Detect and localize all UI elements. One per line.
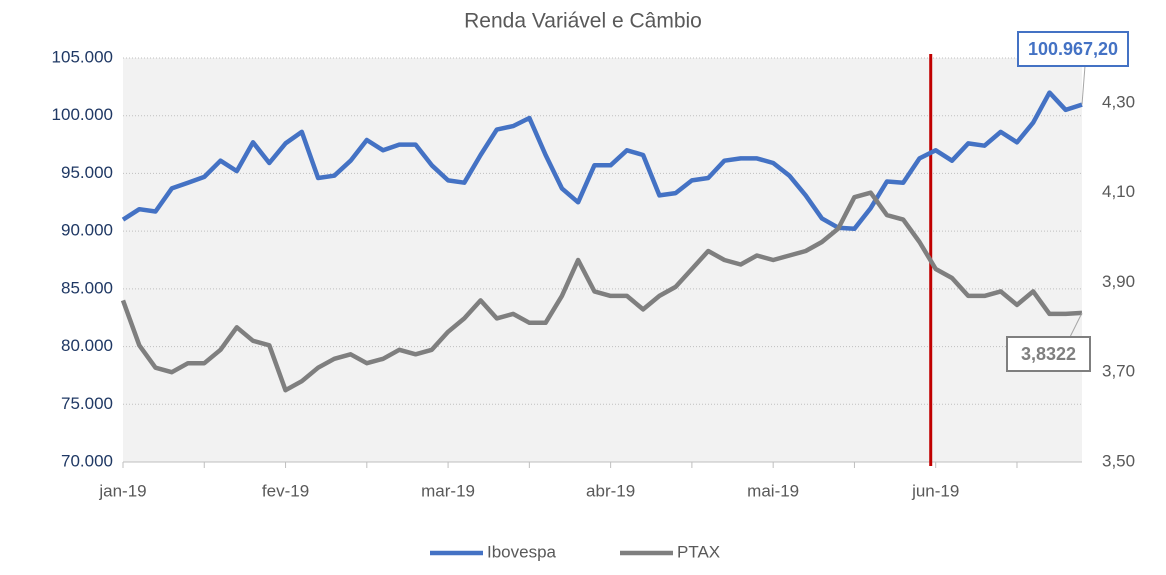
x-tick-label: mar-19 — [421, 481, 475, 500]
chart-title: Renda Variável e Câmbio — [464, 10, 702, 33]
data-label: 3,8322 — [1021, 344, 1076, 364]
data-label: 100.967,20 — [1028, 39, 1118, 59]
y-tick-label: 95.000 — [61, 163, 113, 182]
x-tick-label: mai-19 — [747, 481, 799, 500]
label-box — [1017, 31, 1129, 67]
leader-line — [1081, 65, 1086, 105]
x-tick-label: fev-19 — [262, 481, 309, 500]
y-tick-label: 105.000 — [52, 47, 113, 66]
y-tick-label: 80.000 — [61, 336, 113, 355]
y2-tick-label: 3,90 — [1102, 272, 1135, 291]
y-tick-label: 75.000 — [61, 394, 113, 413]
label-box — [1006, 336, 1091, 372]
x-tick-label: abr-19 — [586, 481, 635, 500]
y-tick-label: 100.000 — [52, 105, 113, 124]
y2-tick-label: 3,50 — [1102, 451, 1135, 470]
legend-label: Ibovespa — [487, 542, 557, 561]
x-tick-label: jun-19 — [911, 481, 959, 500]
plot-area — [123, 58, 1082, 462]
y-tick-label: 90.000 — [61, 221, 113, 240]
y-tick-label: 70.000 — [61, 451, 113, 470]
x-tick-label: jan-19 — [98, 481, 146, 500]
leader-line — [1069, 312, 1083, 338]
series-line — [121, 90, 1083, 232]
y2-tick-label: 4,30 — [1102, 92, 1135, 111]
y-tick-label: 85.000 — [61, 278, 113, 297]
series-line — [120, 190, 1083, 393]
y2-tick-label: 4,10 — [1102, 182, 1135, 201]
y2-tick-label: 3,70 — [1102, 362, 1135, 381]
legend-label: PTAX — [677, 542, 720, 561]
